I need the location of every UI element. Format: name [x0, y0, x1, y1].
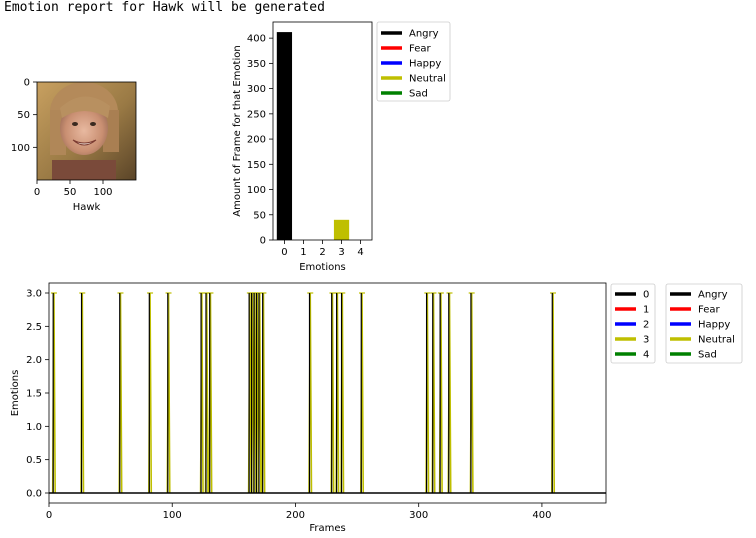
bar-y-tick-label: 200 — [247, 135, 266, 146]
timeline-legend-label: 2 — [643, 320, 649, 331]
timeline-x-tick-label: 300 — [409, 510, 428, 521]
photo-y-tick-label: 0 — [24, 78, 30, 89]
timeline-x-tick-label: 0 — [46, 510, 52, 521]
timeline-legend-label: Happy — [698, 320, 730, 331]
photo-x-tick-label: 100 — [93, 187, 112, 198]
timeline-legend-label: 3 — [643, 335, 649, 346]
timeline-y-label: Emotions — [10, 370, 21, 417]
photo-y-tick-label: 100 — [11, 143, 30, 154]
timeline-y-tick-label: 0.0 — [26, 489, 42, 500]
face-photo — [36, 81, 137, 181]
bar-x-tick-label: 3 — [338, 247, 344, 258]
bar-y-tick-label: 400 — [247, 34, 266, 45]
bar-y-label: Amount of Frame for that Emotion — [232, 45, 243, 216]
bar-0 — [276, 32, 293, 241]
bar-y-tick-label: 0 — [260, 236, 266, 247]
bar-y-tick-label: 300 — [247, 84, 266, 95]
timeline-legend-label: Neutral — [698, 335, 735, 346]
bar-y-tick-label: 250 — [247, 109, 266, 120]
timeline-y-tick-label: 1.5 — [26, 389, 42, 400]
bar-legend-label: Sad — [409, 89, 428, 100]
timeline-legend-label: Angry — [698, 290, 728, 301]
timeline-x-tick-label: 400 — [532, 510, 551, 521]
timeline-y-tick-label: 1.0 — [26, 422, 42, 433]
bar-3 — [333, 219, 350, 240]
timeline-y-tick-label: 2.5 — [26, 322, 42, 333]
timeline-legend-box — [665, 283, 743, 364]
timeline-legend-label: 1 — [643, 305, 649, 316]
report-header: Emotion report for Hawk will be generate… — [4, 0, 325, 15]
timeline-legend-1: 0 1 2 3 4 — [610, 283, 656, 364]
bar-legend-label: Neutral — [409, 74, 446, 85]
timeline-y-tick-label: 2.0 — [26, 355, 42, 366]
bar-legend-label: Angry — [409, 29, 439, 40]
timeline-legend-2: Angry Fear Happy Neutral Sad — [665, 283, 743, 364]
photo-x-label: Hawk — [73, 202, 101, 213]
bar-x-tick-label: 4 — [357, 247, 363, 258]
emotion-bar-chart: 0 1 2 3 4 0 50 100 150 200 250 300 350 400 Emotions Amo… — [232, 21, 451, 273]
bar-x-tick-label: 0 — [281, 247, 287, 258]
timeline-x-label: Frames — [309, 523, 345, 534]
timeline-legend-label: Sad — [698, 350, 717, 361]
timeline-legend-label: 0 — [643, 290, 649, 301]
bar-legend: Angry Fear Happy Neutral Sad — [376, 21, 451, 102]
bar-legend-label: Happy — [409, 59, 441, 70]
bar-legend-label: Fear — [409, 44, 431, 55]
timeline-legend-label: Fear — [698, 305, 720, 316]
bar-y-tick-label: 150 — [247, 160, 266, 171]
emotion-timeline-chart: 0 100 200 300 400 0.0 0.5 1.0 1.5 2.0 2.5 3.0 Frames… — [10, 282, 743, 534]
bar-legend-box — [376, 21, 451, 102]
timeline-legend-label: 4 — [643, 350, 649, 361]
timeline-x-tick-label: 200 — [286, 510, 305, 521]
bar-y-tick-label: 50 — [253, 210, 266, 221]
bar-x-tick-label: 2 — [319, 247, 325, 258]
timeline-plot-frame — [48, 282, 607, 504]
bar-x-label: Emotions — [299, 262, 346, 273]
photo-x-tick-label: 0 — [34, 187, 40, 198]
timeline-x-tick-label: 100 — [163, 510, 182, 521]
photo-x-tick-label: 50 — [64, 187, 77, 198]
timeline-y-tick-label: 0.5 — [26, 455, 42, 466]
photo-y-tick-label: 50 — [17, 110, 30, 121]
bar-x-tick-label: 1 — [300, 247, 306, 258]
bar-y-tick-label: 350 — [247, 59, 266, 70]
bar-y-tick-label: 100 — [247, 185, 266, 196]
timeline-y-tick-label: 3.0 — [26, 289, 42, 300]
